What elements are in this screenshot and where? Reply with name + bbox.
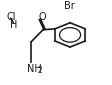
Text: H: H (10, 20, 17, 30)
Text: 2: 2 (37, 66, 42, 75)
Text: NH: NH (27, 64, 42, 74)
Text: O: O (38, 12, 45, 22)
Text: Br: Br (64, 1, 74, 11)
Text: Cl: Cl (6, 11, 16, 22)
